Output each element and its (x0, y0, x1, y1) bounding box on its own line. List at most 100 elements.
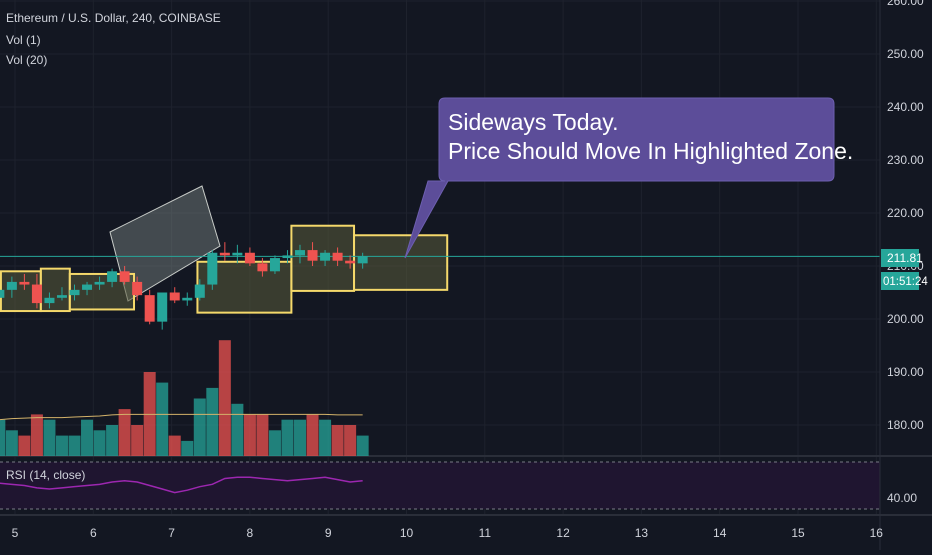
time-tick-label: 12 (556, 526, 570, 540)
time-tick-label: 8 (247, 526, 254, 540)
candle-body (307, 250, 318, 261)
rsi-line (0, 476, 363, 494)
candle-body (207, 252, 218, 285)
price-tick-label: 200.00 (887, 312, 924, 326)
candle-body (320, 252, 331, 261)
candle-body (69, 289, 80, 296)
symbol-title: Ethereum / U.S. Dollar, 240, COINBASE (6, 11, 221, 25)
volume-bar (319, 419, 332, 456)
candle-body (194, 284, 205, 298)
volume-bar (356, 435, 369, 456)
candle-body (169, 292, 180, 301)
volume-bar (18, 435, 31, 456)
candle-body (56, 295, 67, 298)
candle-body (6, 281, 17, 290)
volume-bar (193, 398, 206, 456)
time-tick-label: 13 (635, 526, 649, 540)
time-tick-label: 7 (168, 526, 175, 540)
candle-body (282, 255, 293, 259)
volume-bar (268, 430, 281, 456)
volume-bar (81, 419, 94, 456)
candle-body (44, 297, 55, 304)
last-price-badge: 211.81 (887, 251, 923, 265)
rsi-axis-tick: 40.00 (887, 491, 917, 505)
price-tick-label: 260.00 (887, 0, 924, 8)
price-tick-label: 240.00 (887, 100, 924, 114)
candle-body (94, 281, 105, 285)
candle-body (232, 252, 243, 256)
rsi-panel-band (0, 462, 880, 509)
candle-body (144, 295, 155, 322)
candle-body (19, 281, 30, 285)
last-price-badge-bg (881, 249, 919, 267)
time-tick-label: 9 (325, 526, 332, 540)
candle-body (269, 258, 280, 272)
candle-body (244, 252, 255, 264)
volume-bar (231, 403, 244, 456)
candle-body (107, 271, 118, 282)
candle-body (219, 252, 230, 256)
volume-bar (5, 430, 18, 456)
callout-text: Sideways Today. Price Should Move In Hig… (448, 108, 854, 166)
price-tick-label: 180.00 (887, 418, 924, 432)
price-tick-label: 230.00 (887, 153, 924, 167)
candle-body (82, 284, 93, 290)
volume-bar (93, 430, 106, 456)
time-tick-label: 6 (90, 526, 97, 540)
callout-bubble[interactable] (404, 97, 835, 259)
volume-bar (55, 435, 68, 456)
volume-bar (294, 419, 307, 456)
indicator-vol-20[interactable]: Vol (20) (6, 53, 48, 67)
time-tick-label: 15 (791, 526, 805, 540)
volume-layer (0, 340, 369, 456)
volume-bar (256, 414, 269, 456)
volume-bar (181, 440, 194, 456)
countdown-badge: 01:51:24 (883, 276, 928, 288)
indicator-vol-1[interactable]: Vol (1) (6, 33, 41, 47)
time-tick-label: 14 (713, 526, 727, 540)
candle-body (157, 292, 168, 322)
volume-bar (281, 419, 294, 456)
volume-bar (30, 414, 43, 456)
volume-bar (218, 340, 231, 456)
candle-body (132, 281, 143, 296)
callout-line-1: Sideways Today. (448, 109, 619, 135)
time-tick-label: 16 (870, 526, 884, 540)
candle-body (357, 256, 368, 264)
price-tick-label: 220.00 (887, 206, 924, 220)
volume-bar (0, 419, 6, 456)
countdown-badge-bg (881, 272, 919, 290)
candle-body (345, 260, 356, 264)
volume-bar (206, 387, 219, 456)
candle-body (295, 250, 306, 256)
volume-ma-line (0, 413, 363, 421)
candle-body (182, 297, 193, 301)
highlight-zone[interactable] (39, 267, 71, 313)
volume-bar (118, 409, 131, 456)
callout-line-2: Price Should Move In Highlighted Zone. (448, 138, 854, 164)
volume-bar (68, 435, 81, 456)
time-tick-label: 10 (400, 526, 414, 540)
price-tick-label: 250.00 (887, 47, 924, 61)
highlight-zone[interactable] (353, 234, 449, 291)
rsi-indicator-label[interactable]: RSI (14, close) (6, 468, 86, 482)
volume-bar (156, 382, 169, 456)
candle-body (31, 284, 42, 304)
volume-bar (331, 425, 344, 456)
volume-bar (306, 414, 319, 456)
price-tick-label: 190.00 (887, 365, 924, 379)
time-tick-label: 5 (12, 526, 19, 540)
candle-body (332, 252, 343, 261)
volume-bar (43, 419, 56, 456)
candle-body (0, 289, 5, 298)
volume-bar (168, 435, 181, 456)
volume-bar (106, 425, 119, 456)
candle-body (119, 271, 130, 282)
time-axis[interactable]: 5 6 7 8 9 10 11 12 13 14 15 16 (12, 526, 884, 540)
volume-bar (344, 425, 357, 456)
volume-bar (131, 425, 144, 456)
candles-layer (0, 242, 368, 330)
